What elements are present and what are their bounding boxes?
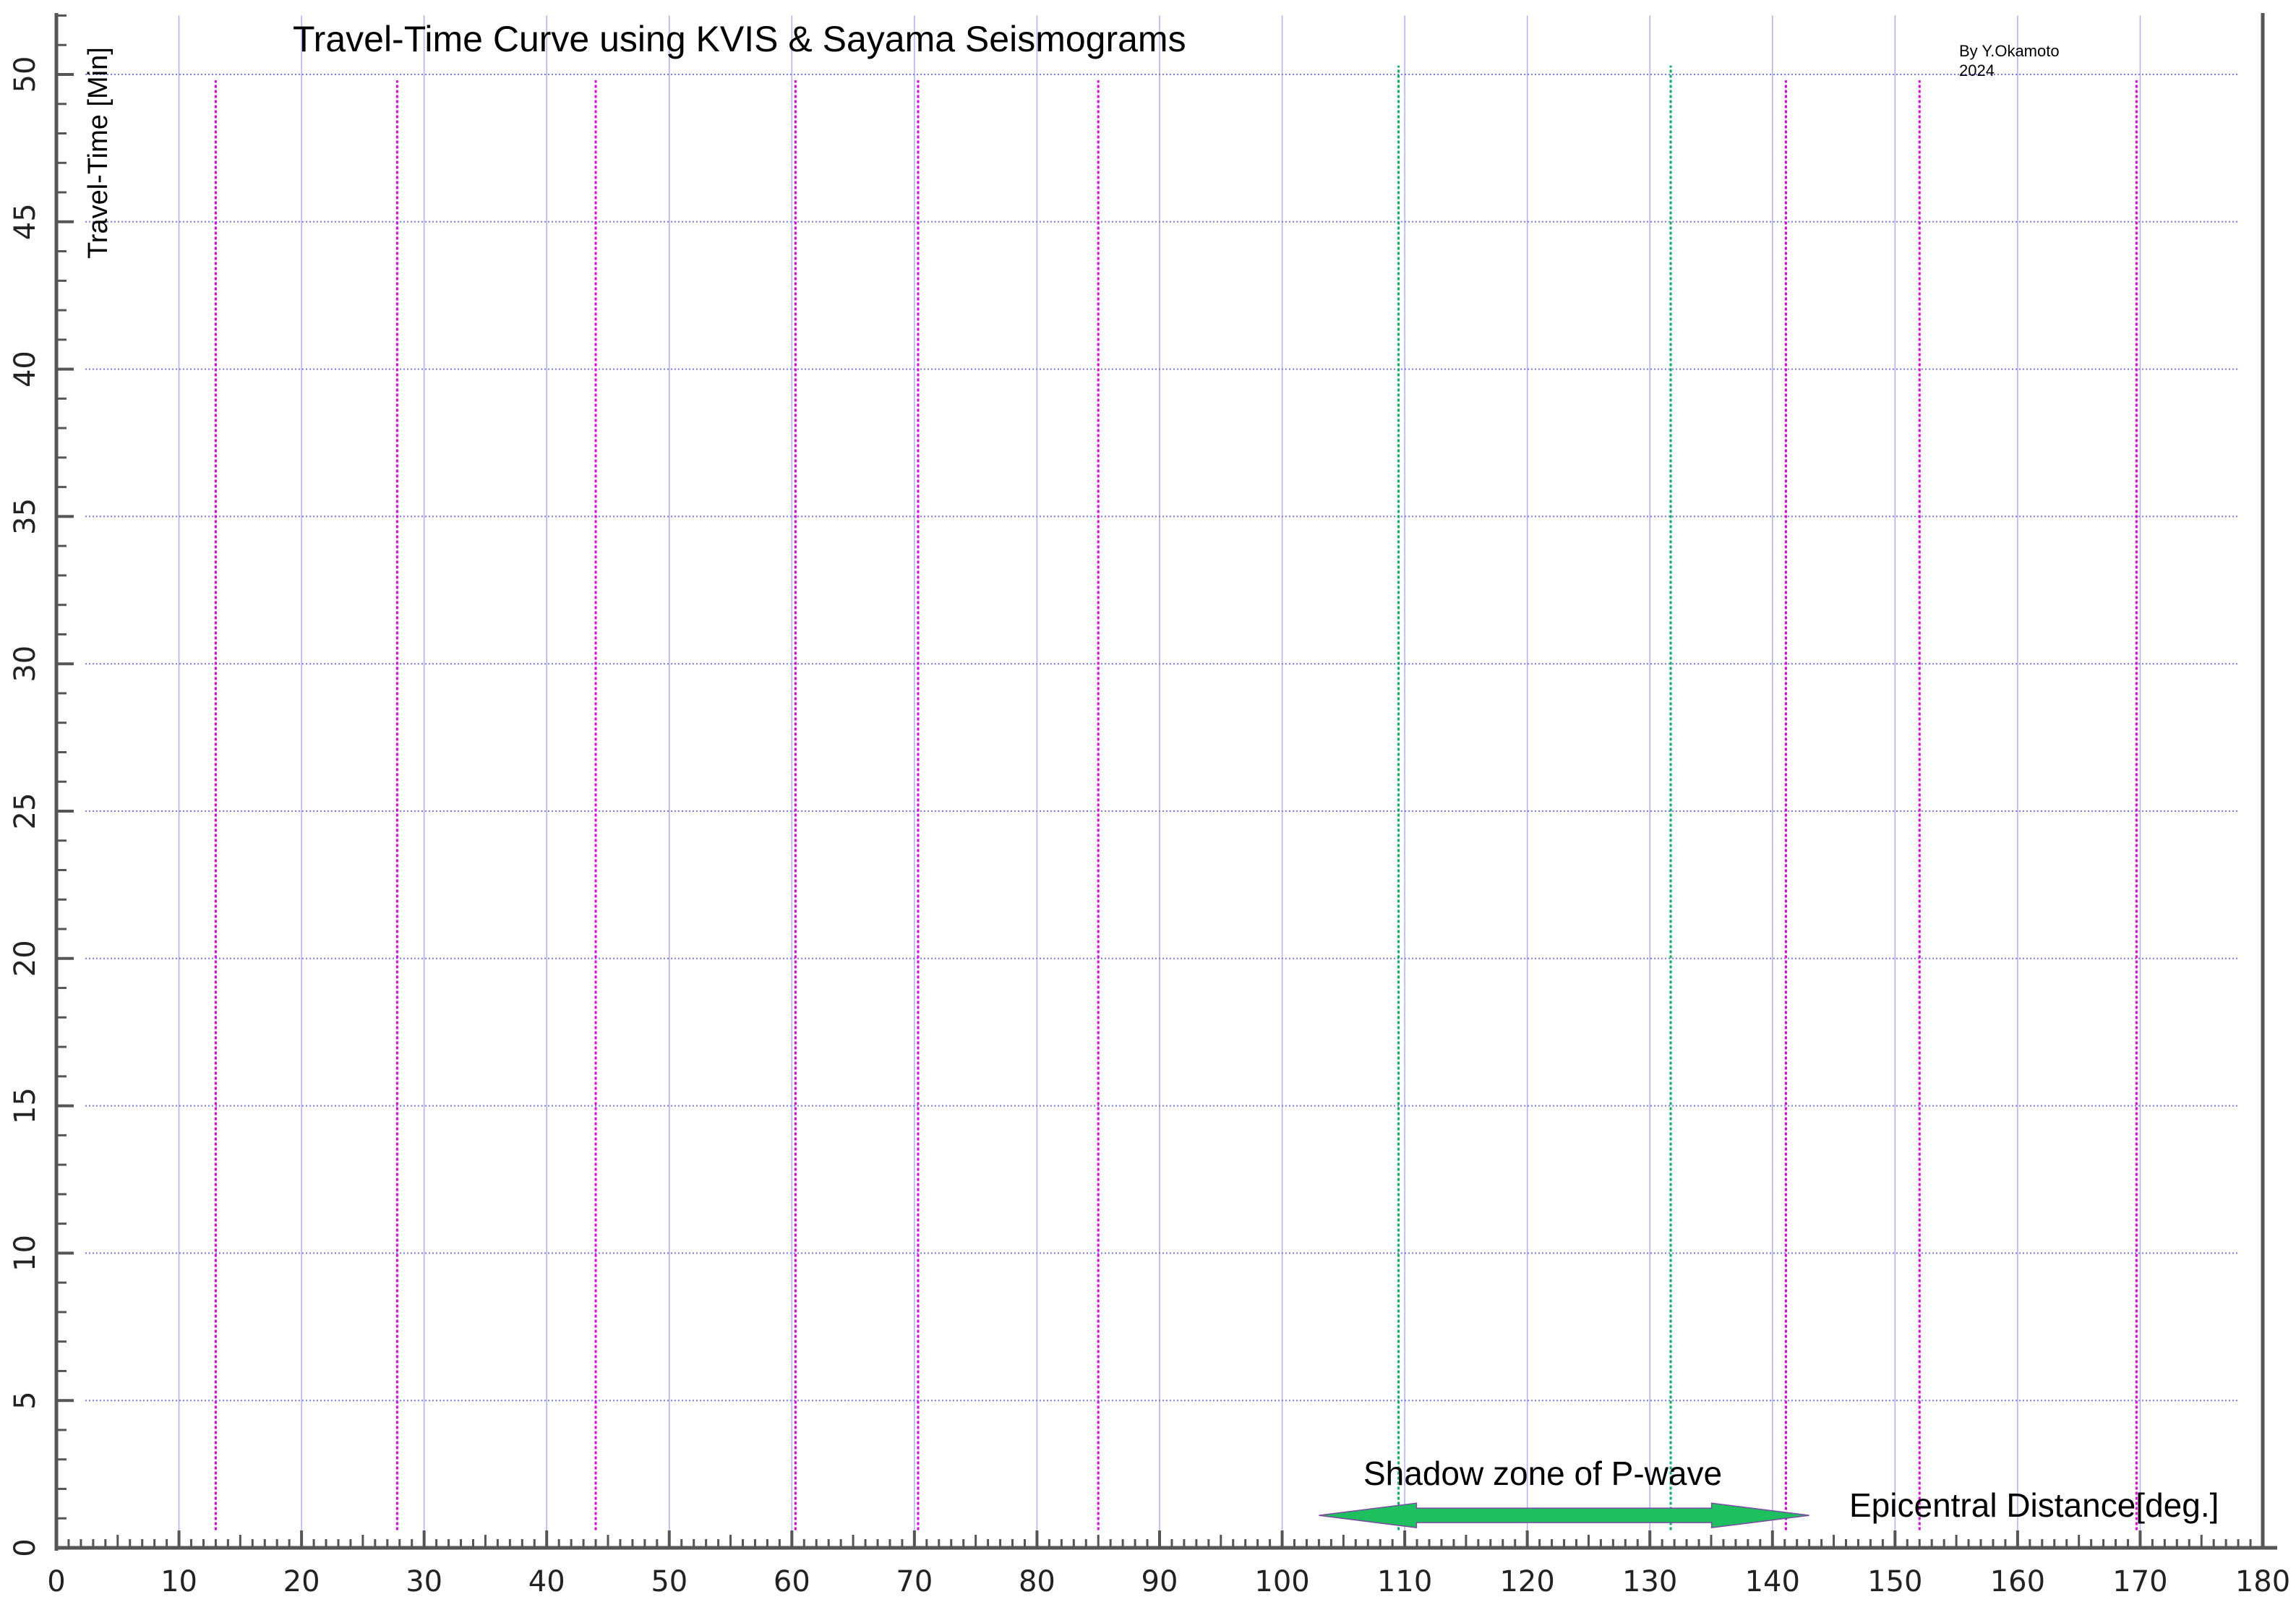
x-tick-label: 10 [160, 1565, 197, 1598]
y-tick-label: 30 [9, 646, 42, 682]
y-tick-label: 5 [9, 1391, 42, 1409]
credit-year: 2024 [1959, 61, 1995, 80]
x-tick-label: 60 [774, 1565, 810, 1598]
x-tick-label: 50 [651, 1565, 687, 1598]
shadow-zone-label: Shadow zone of P-wave [1363, 1455, 1722, 1492]
y-tick-label: 10 [9, 1235, 42, 1272]
y-tick-label: 25 [9, 793, 42, 830]
credit-author: By Y.Okamoto [1959, 42, 2060, 60]
y-axis-label: Travel-Time [Min] [83, 47, 113, 259]
x-tick-label: 120 [1499, 1565, 1554, 1598]
x-tick-label: 70 [896, 1565, 933, 1598]
tick-label-layer: 0 10 20 30 40 50 60 70 80 90 100 110 120 130 140 150 160… [9, 56, 2290, 1598]
x-tick-label: 140 [1745, 1565, 1800, 1598]
x-tick-label: 20 [283, 1565, 320, 1598]
x-tick-label: 110 [1377, 1565, 1432, 1598]
y-tick-label: 50 [9, 56, 42, 93]
x-tick-label: 100 [1254, 1565, 1309, 1598]
x-tick-label: 0 [47, 1565, 65, 1598]
x-tick-label: 40 [528, 1565, 565, 1598]
grid-layer [85, 15, 2263, 1548]
x-tick-label: 150 [1867, 1565, 1922, 1598]
shadow-zone-arrow [1319, 1502, 1809, 1529]
y-tick-label: 20 [9, 940, 42, 977]
x-tick-label: 160 [1990, 1565, 2045, 1598]
x-tick-label: 130 [1622, 1565, 1677, 1598]
y-tick-label: 0 [9, 1538, 42, 1556]
x-tick-label: 30 [406, 1565, 442, 1598]
axis-layer [54, 13, 2277, 1551]
x-axis-label: Epicentral Distance[deg.] [1849, 1486, 2219, 1524]
x-tick-label: 170 [2112, 1565, 2167, 1598]
x-tick-label: 90 [1141, 1565, 1178, 1598]
arrow-layer [1319, 1502, 1809, 1529]
y-tick-label: 15 [9, 1087, 42, 1124]
x-tick-label: 180 [2235, 1565, 2290, 1598]
x-tick-label: 80 [1019, 1565, 1055, 1598]
marker-layer [214, 65, 2138, 1530]
y-tick-label: 45 [9, 203, 42, 240]
y-tick-label: 35 [9, 498, 42, 535]
y-tick-label: 40 [9, 351, 42, 387]
chart-title: Travel-Time Curve using KVIS & Sayama Se… [293, 19, 1186, 59]
